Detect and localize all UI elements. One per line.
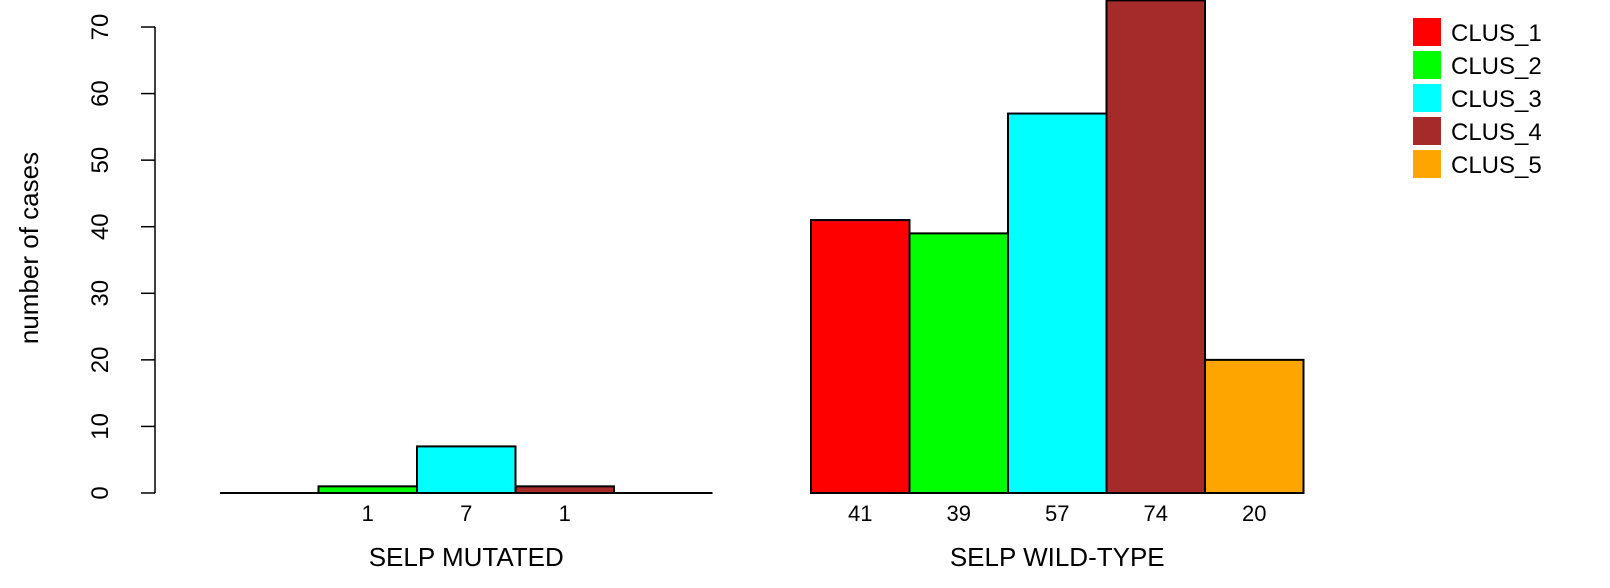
y-tick-label: 70	[87, 14, 114, 41]
count-label: 74	[1144, 501, 1168, 526]
bars	[220, 0, 1305, 495]
y-tick-label: 0	[87, 486, 114, 499]
group-labels: SELP MUTATED SELP WILD-TYPE	[369, 542, 1165, 572]
count-label: 7	[460, 501, 472, 526]
bar-clus-2-2	[908, 232, 1009, 494]
y-tick-label: 20	[87, 347, 114, 374]
legend-swatch	[1413, 51, 1441, 79]
y-tick-label: 50	[87, 147, 114, 174]
y-axis-label: number of cases	[14, 152, 44, 344]
legend-label: CLUS_2	[1451, 53, 1542, 80]
legend-label: CLUS_3	[1451, 86, 1542, 113]
legend-label: CLUS_1	[1451, 20, 1542, 47]
y-tick-label: 60	[87, 80, 114, 107]
legend-swatch	[1413, 150, 1441, 178]
count-label: 1	[362, 501, 374, 526]
count-label: 20	[1242, 501, 1266, 526]
legend-swatch	[1413, 84, 1441, 112]
y-tick-label: 30	[87, 280, 114, 307]
bar-clus-2-1	[317, 485, 418, 495]
legend-swatch	[1413, 117, 1441, 145]
count-label: 57	[1045, 501, 1069, 526]
bar-clus-4-1	[514, 485, 615, 495]
y-tick-label: 40	[87, 213, 114, 240]
bar-clus-1-2	[810, 219, 911, 495]
count-label: 1	[559, 501, 571, 526]
legend-swatch	[1413, 18, 1441, 46]
legend-label: CLUS_4	[1451, 119, 1542, 146]
bar-clus-5-2	[1204, 358, 1305, 494]
count-label: 39	[947, 501, 971, 526]
bar-clus-3-2	[1007, 112, 1108, 495]
count-label: 41	[848, 501, 872, 526]
y-tick-label: 10	[87, 413, 114, 440]
group-label: SELP MUTATED	[369, 542, 564, 572]
y-axis: 0 10 20 30 40 50 60 70	[87, 14, 156, 500]
group-label: SELP WILD-TYPE	[950, 542, 1165, 572]
count-labels: 1 7 1 41 39 57 74 20	[362, 501, 1267, 526]
legend-label: CLUS_5	[1451, 152, 1542, 179]
bar-clus-3-1	[416, 445, 517, 494]
bar-clus-4-2	[1105, 0, 1206, 494]
legend: CLUS_1 CLUS_2 CLUS_3 CLUS_4 CLUS_5	[1413, 18, 1542, 179]
